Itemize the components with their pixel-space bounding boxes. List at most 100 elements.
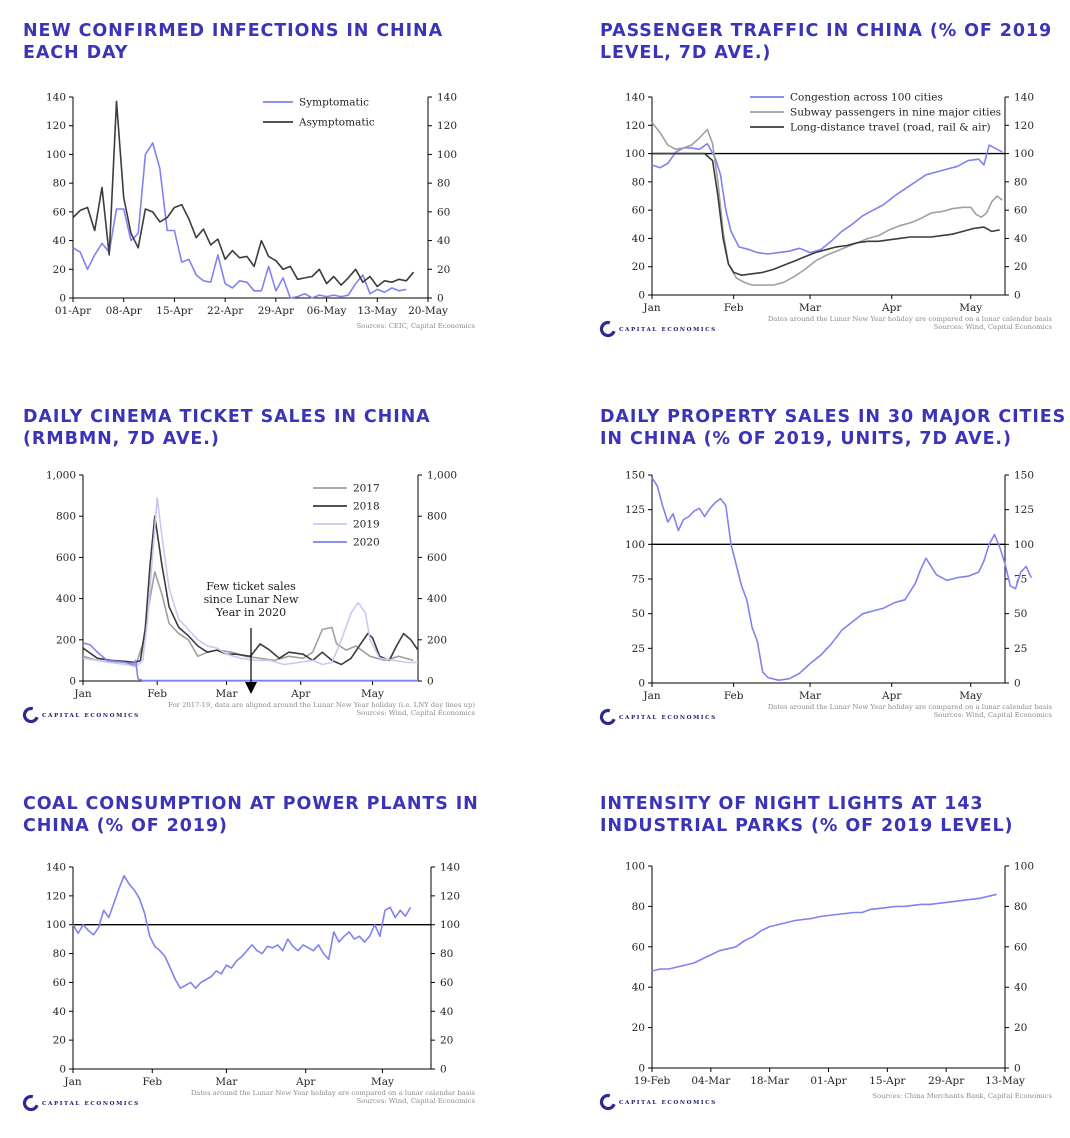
legend-label: 2019 <box>353 519 380 531</box>
x-tick-label: Jan <box>642 690 660 702</box>
y-tick-label: 20 <box>1014 261 1027 273</box>
legend-label: Congestion across 100 cities <box>790 92 943 104</box>
legend-label: Long-distance travel (road, rail & air) <box>790 122 991 134</box>
y-tick-label: 75 <box>1014 574 1027 586</box>
x-tick-label: Jan <box>73 688 91 700</box>
x-tick-label: 13-May <box>985 1075 1025 1087</box>
series-line-2019 <box>82 496 418 668</box>
cinema-chart: 0 0 200 200 400 400 600 600 800 800 1,000 1,000 Jan F… <box>22 470 476 724</box>
infections-chart: 0 0 20 20 40 40 60 60 80 80 100 100 120 120 140 140 01-A… <box>46 92 476 331</box>
logo-text: CAPITAL ECONOMICS <box>619 715 717 721</box>
y-tick-label: 100 <box>625 861 645 873</box>
chart-title: DAILY PROPERTY SALES IN 30 MAJOR CITIES … <box>600 407 1067 449</box>
y-tick-label: 60 <box>1014 205 1027 217</box>
x-tick-label: Apr <box>881 690 902 702</box>
capital-economics-logo: CAPITAL ECONOMICS <box>599 320 717 338</box>
y-tick-label: 0 <box>1014 678 1021 690</box>
y-tick-label: 80 <box>632 176 645 188</box>
y-tick-label: 0 <box>1014 1063 1021 1075</box>
source-note: Sources: Wind, Capital Economics <box>934 711 1053 719</box>
y-tick-label: 0 <box>69 676 76 688</box>
y-tick-label: 125 <box>1014 504 1034 516</box>
logo-mark-icon <box>599 708 617 726</box>
y-tick-label: 0 <box>638 678 645 690</box>
y-tick-label: 60 <box>440 977 453 989</box>
y-tick-label: 60 <box>1014 941 1027 953</box>
series-line-congestion-across-100-cities <box>651 142 1003 255</box>
y-tick-label: 0 <box>1014 290 1021 302</box>
y-tick-label: 40 <box>53 235 66 247</box>
y-tick-label: 600 <box>56 552 76 564</box>
annotation-arrowhead <box>245 682 257 694</box>
y-tick-label: 40 <box>1014 982 1027 994</box>
property-chart: 0 0 25 25 50 50 75 75 100 100 125 125 150 150 Jan Feb Ma… <box>599 470 1053 726</box>
y-tick-label: 140 <box>440 862 460 874</box>
logo-text: CAPITAL ECONOMICS <box>619 327 717 333</box>
x-tick-label: Apr <box>290 688 311 700</box>
y-tick-label: 120 <box>440 890 460 902</box>
legend-label: 2017 <box>353 483 380 495</box>
logo-mark-icon <box>22 1094 40 1112</box>
y-tick-label: 80 <box>632 901 645 913</box>
y-tick-label: 40 <box>632 233 645 245</box>
y-tick-label: 140 <box>437 92 457 104</box>
x-tick-label: May <box>959 302 982 314</box>
x-tick-label: Feb <box>724 302 744 314</box>
y-tick-label: 60 <box>632 941 645 953</box>
y-tick-label: 140 <box>46 92 66 104</box>
x-tick-label: May <box>371 1076 394 1088</box>
chart-title: COAL CONSUMPTION AT POWER PLANTS IN CHIN… <box>23 794 479 836</box>
y-tick-label: 0 <box>427 676 434 688</box>
y-tick-label: 80 <box>440 948 453 960</box>
logo-text: CAPITAL ECONOMICS <box>42 1101 140 1107</box>
y-tick-label: 0 <box>59 293 66 305</box>
y-tick-label: 25 <box>1014 643 1027 655</box>
source-note: Dates around the Lunar New Year holiday … <box>768 315 1053 323</box>
y-tick-label: 400 <box>56 593 76 605</box>
y-tick-label: 60 <box>437 206 450 218</box>
x-tick-label: Mar <box>799 302 822 314</box>
y-tick-label: 80 <box>53 178 66 190</box>
y-tick-label: 60 <box>53 206 66 218</box>
chart-panel-infections: NEW CONFIRMED INFECTIONS IN CHINA EACH D… <box>23 20 503 350</box>
y-tick-label: 400 <box>427 593 447 605</box>
x-tick-label: 19-Feb <box>634 1075 671 1087</box>
y-tick-label: 60 <box>632 205 645 217</box>
y-tick-label: 100 <box>1014 861 1034 873</box>
chart-title: DAILY CINEMA TICKET SALES IN CHINA (RMBM… <box>23 407 431 449</box>
source-note: Sources: Wind, Capital Economics <box>934 323 1053 331</box>
y-tick-label: 80 <box>437 178 450 190</box>
capital-economics-logo: CAPITAL ECONOMICS <box>599 708 717 726</box>
y-tick-label: 40 <box>440 1006 453 1018</box>
x-tick-label: Apr <box>295 1076 316 1088</box>
y-tick-label: 75 <box>632 574 645 586</box>
source-note: Sources: Wind, Capital Economics <box>357 1097 476 1105</box>
annotation-text: Few ticket sales <box>206 580 296 593</box>
capital-economics-logo: CAPITAL ECONOMICS <box>22 706 138 724</box>
y-tick-label: 100 <box>625 148 645 160</box>
x-tick-label: 04-Mar <box>691 1075 731 1087</box>
chart-panel-passenger: PASSENGER TRAFFIC IN CHINA (% OF 2019 LE… <box>599 20 1070 350</box>
series-line-main <box>651 893 997 972</box>
source-note: Sources: Wind, Capital Economics <box>357 709 476 717</box>
y-tick-label: 40 <box>437 235 450 247</box>
x-tick-label: 08-Apr <box>106 305 143 317</box>
series-line-main <box>651 477 1033 681</box>
x-tick-label: Feb <box>142 1076 162 1088</box>
y-tick-label: 60 <box>53 977 66 989</box>
y-tick-label: 120 <box>1014 120 1034 132</box>
y-tick-label: 20 <box>1014 1022 1027 1034</box>
x-tick-label: 01-Apr <box>810 1075 847 1087</box>
series-line-subway-passengers-in-nine-major-cities <box>651 122 1003 286</box>
x-tick-label: 06-May <box>307 305 347 317</box>
y-tick-label: 200 <box>427 634 447 646</box>
y-tick-label: 100 <box>1014 539 1034 551</box>
y-tick-label: 20 <box>632 261 645 273</box>
y-tick-label: 100 <box>46 919 66 931</box>
legend-label: 2018 <box>353 501 380 513</box>
y-tick-label: 0 <box>59 1064 66 1076</box>
y-tick-label: 140 <box>625 92 645 104</box>
legend-label: Subway passengers in nine major cities <box>790 107 1001 119</box>
y-tick-label: 20 <box>437 264 450 276</box>
y-tick-label: 125 <box>625 504 645 516</box>
